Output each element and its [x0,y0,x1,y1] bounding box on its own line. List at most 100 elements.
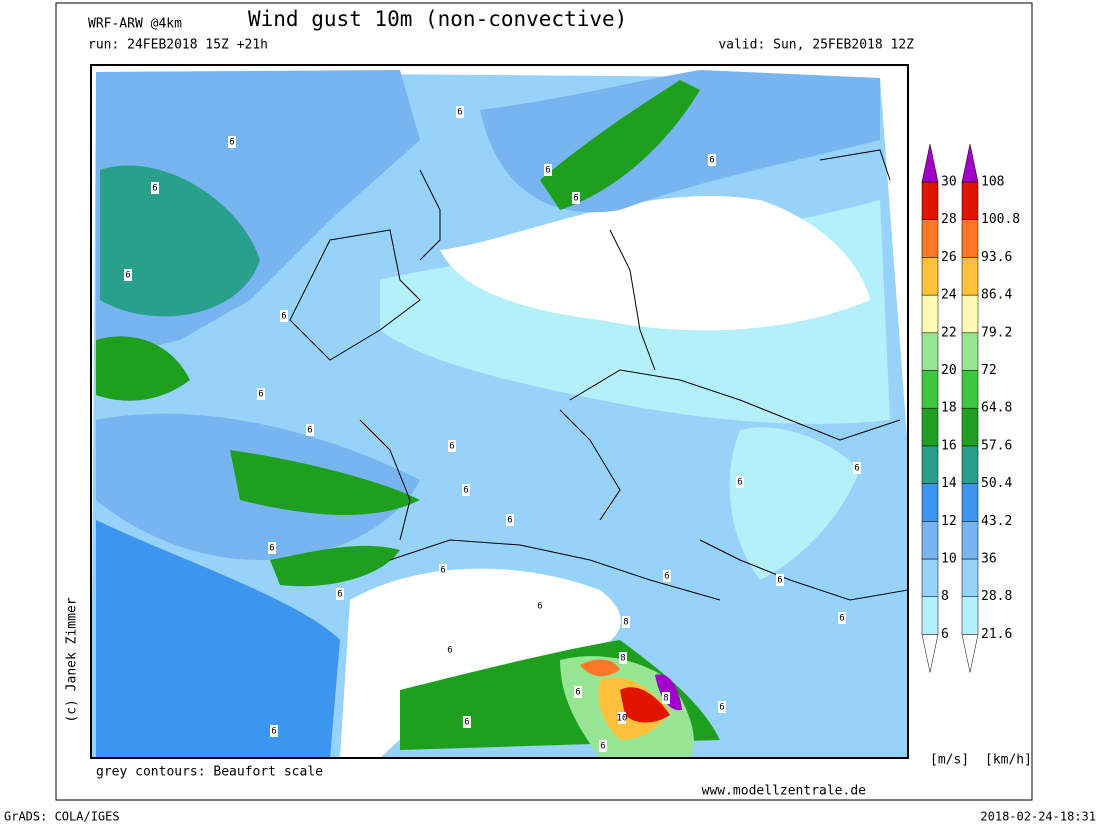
tick-label: 93.6 [981,250,1012,265]
tick-label: 22 [941,325,957,340]
tick-label: 12 [941,514,957,529]
contour-label-box [270,725,278,737]
contour-label-box [663,570,671,582]
tick-label: 86.4 [981,288,1012,303]
color-bin [921,407,939,447]
contour-label: 6 [507,516,512,526]
run-label: run: 24FEB2018 15Z +21h [88,38,268,53]
contour-label: 6 [457,108,462,118]
contour-label-box [280,310,288,322]
model-label: WRF-ARW @4km [88,17,182,32]
units-kmh: [km/h] [985,753,1032,768]
tick-label: 21.6 [981,627,1012,642]
contour-label: 6 [464,718,469,728]
note: grey contours: Beaufort scale [96,765,323,780]
contour-label-box [718,701,726,713]
contour-label: 6 [229,138,234,148]
color-bin [961,332,979,371]
tick-label: 6 [941,627,949,642]
contour-label-box [619,652,627,664]
tick-label: 72 [981,363,997,378]
contour-label-box [622,616,630,628]
contour-label-box [463,716,471,728]
color-bin [921,370,939,409]
tick-label: 36 [981,552,997,567]
contour-label: 6 [449,442,454,452]
contour-label: 6 [258,390,263,400]
tick-label: 18 [941,401,957,416]
tick-label: 28.8 [981,589,1012,604]
over-triangle [961,143,979,183]
contour-label-box [599,740,607,752]
contour-label: 6 [737,478,742,488]
contour-label: 6 [777,576,782,586]
contour-label-box [439,564,447,576]
under-triangle [961,634,979,673]
contour-label-box [536,600,544,612]
contour-label: 6 [600,742,605,752]
contour-label: 6 [537,602,542,612]
contour-label-box [228,136,236,148]
color-bin [961,257,979,296]
color-bin [961,521,979,560]
map: 6 6 6 6 6 6 6 6 6 6 6 6 6 6 6 6 6 6 6 6 6 6 6 6 6 6 6 6 8 8 8 10 [90,64,909,759]
color-bin [921,445,939,484]
contour-label: 8 [623,618,628,628]
website: www.modellzentrale.de [702,784,867,799]
contour-label-box [506,514,514,526]
color-bin [961,294,979,334]
color-bin [961,483,979,522]
color-bin [921,483,939,522]
valid-label: valid: Sun, 25FEB2018 12Z [718,38,914,53]
tick-label: 14 [941,476,957,491]
color-bin [921,558,939,597]
color-bin [921,332,939,371]
color-bin [961,219,979,258]
contour-label-box [257,388,265,400]
contour-label: 8 [620,654,625,664]
contour-label-box [776,574,784,586]
tick-label: 43.2 [981,514,1012,529]
contour-label: 6 [440,566,445,576]
contour-label-box [853,462,861,474]
tick-label: 20 [941,363,957,378]
contour-label-box [151,182,159,194]
color-bin [921,596,939,635]
contour-label-box [574,686,582,698]
contour-label-box [838,612,846,624]
credit: (c) Janek Zimmer [65,597,80,722]
contour-label-box [336,588,344,600]
tick-label: 79.2 [981,325,1012,340]
color-bin [921,294,939,334]
tick-label: 10 [941,552,957,567]
contour-label-box [124,269,132,281]
under-triangle [921,634,939,673]
contour-label: 6 [719,703,724,713]
contour-label: 6 [709,156,714,166]
contour-label-box [268,542,276,554]
contour-label-box [448,440,456,452]
contour-label: 6 [271,727,276,737]
contour-label: 6 [152,184,157,194]
contour-label: 6 [575,688,580,698]
footer-left: GrADS: COLA/IGES [4,810,120,824]
contour-label: 6 [664,572,669,582]
contour-label-box [662,692,670,704]
color-bin [921,521,939,560]
contour-label: 6 [545,166,550,176]
color-bin [961,407,979,447]
tick-label: 108 [981,175,1004,190]
contour-label: 6 [573,194,578,204]
contour-label-box [544,164,552,176]
tick-label: 64.8 [981,401,1012,416]
contour-label-box [446,644,454,656]
footer-right: 2018-02-24-18:31 [980,810,1096,824]
colorbars: 6 8 10 12 14 16 18 20 22 24 26 28 30 21.6 28.8 36 43.2 50… [921,143,1020,673]
contour-label: 8 [663,694,668,704]
units-ms: [m/s] [930,753,969,768]
color-bin [961,445,979,484]
contour-label: 6 [337,590,342,600]
contour-label-box [462,484,470,496]
